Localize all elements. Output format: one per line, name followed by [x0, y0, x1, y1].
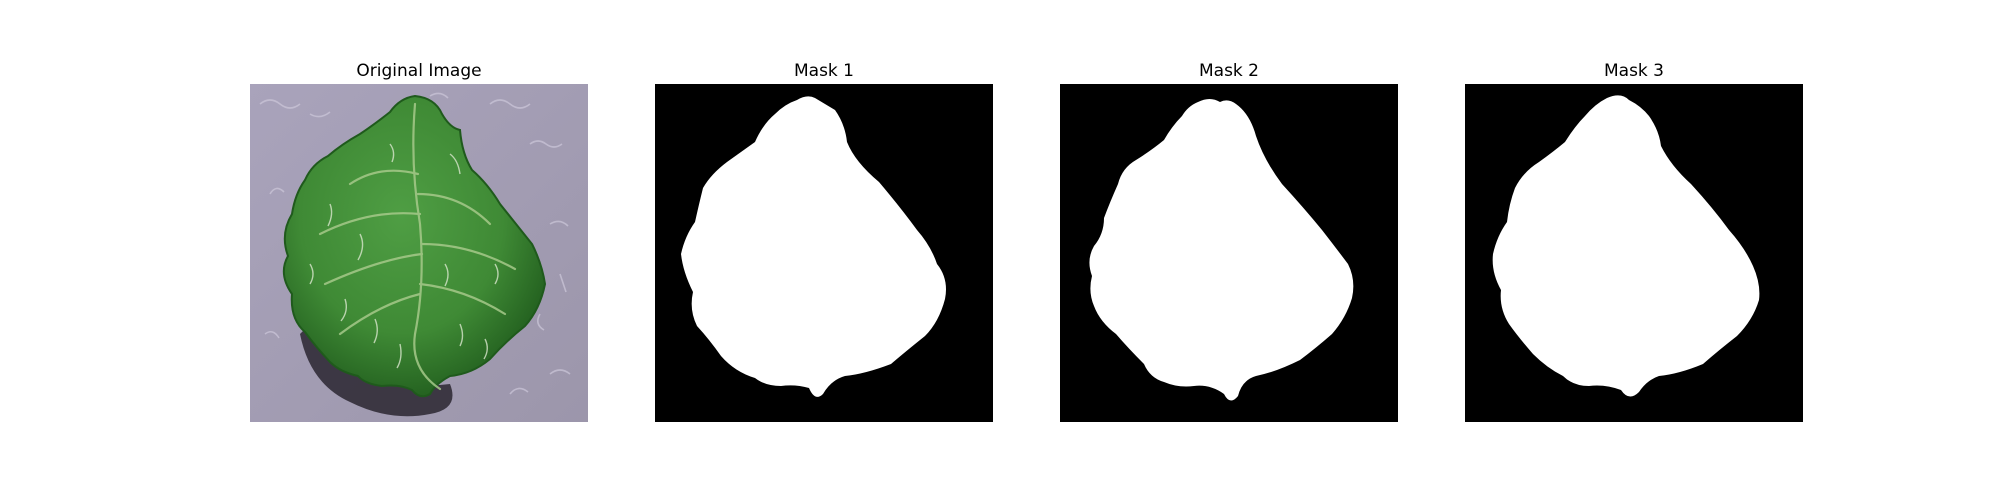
mask-foreground: [1492, 95, 1760, 397]
leaf-body: [282, 94, 547, 398]
panel-title: Original Image: [356, 61, 482, 81]
mask-1-image: [655, 84, 993, 422]
panel-title: Mask 1: [793, 61, 854, 81]
leaf-veins: [318, 102, 517, 391]
panel-mask-2: Mask 2: [1060, 58, 1398, 422]
mask-foreground: [1089, 99, 1354, 401]
leaf-highlights: [309, 143, 499, 369]
panel-mask-1: Mask 1: [655, 58, 993, 422]
mask-2-image: [1060, 84, 1398, 422]
panel-mask-3: Mask 3: [1465, 58, 1803, 422]
mask-foreground: [681, 96, 946, 397]
panel-title: Mask 3: [1603, 61, 1664, 81]
panel-title: Mask 2: [1198, 61, 1259, 81]
backdrop-texture: [259, 92, 571, 395]
original-leaf-photo: [250, 84, 588, 422]
mask-3-image: [1465, 84, 1803, 422]
panel-original-image: Original Image: [250, 58, 588, 422]
